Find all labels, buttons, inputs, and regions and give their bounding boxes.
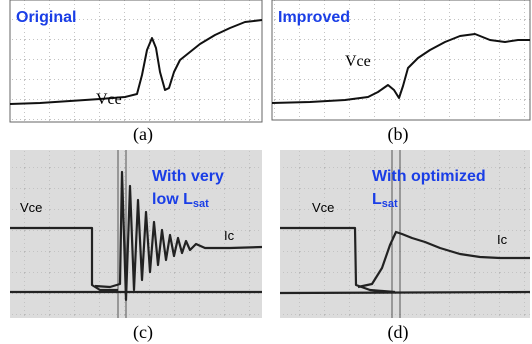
panel-title-line: L [372,191,382,208]
trace-label: Vce [345,53,371,70]
panel-c: Vce Ic With very low Lsat (c) [10,150,262,343]
subscript: sat [382,198,398,210]
panel-d: Vce Ic With optimized Lsat (d) [280,150,530,343]
panel-caption: (b) [388,124,409,145]
panel-caption: (c) [133,322,153,343]
panel-title: Improved [278,9,350,26]
panel-title: Original [16,9,76,26]
baseline-waveform [280,292,530,293]
subscript: sat [193,198,209,210]
panel-caption: (d) [388,322,409,343]
panel-title-line: low L [152,191,193,208]
trace-label: Ic [497,232,508,247]
trace-label: Vce [96,91,122,108]
panel-a: Original Vce (a) [10,0,262,145]
trace-label: Vce [20,200,42,215]
panel-title: With very [152,168,224,185]
panel-title: With optimized [372,168,486,185]
panel-b: Improved Vce (b) [272,0,530,145]
figure: Original Vce (a) Improved Vce (b) Vce Ic… [0,0,532,344]
panel-caption: (a) [133,124,153,145]
trace-label: Ic [224,228,235,243]
trace-label: Vce [312,200,334,215]
